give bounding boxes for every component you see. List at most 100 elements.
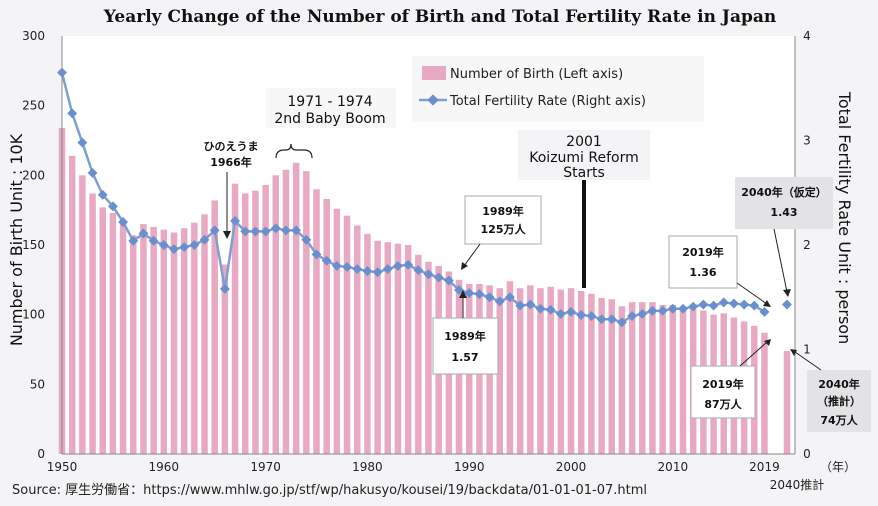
births-bar	[577, 290, 585, 454]
tfr-point	[586, 311, 597, 322]
tfr-point	[535, 303, 546, 314]
births-bar	[527, 285, 534, 454]
tfr-point	[311, 249, 322, 260]
left-tick-label: 150	[22, 238, 45, 252]
births-bar	[506, 281, 514, 454]
tfr-point	[474, 289, 485, 300]
annotation-tfr-1989: 1989年 1.57	[432, 290, 499, 375]
tfr-point	[321, 255, 332, 266]
tfr-2040-box	[735, 177, 833, 229]
left-axis-ticks: 0 50 100 150 200 250 300	[22, 29, 45, 461]
births-bar	[180, 228, 188, 454]
births-2040-arrowhead	[790, 349, 797, 356]
births-2040-pointer	[794, 351, 822, 371]
tfr-point	[67, 108, 78, 119]
births-bar	[557, 289, 565, 454]
annotation-births-1989: 1989年 125万人	[461, 195, 542, 270]
tfr-point	[270, 223, 281, 234]
koizumi-box	[518, 130, 650, 180]
annotation-hinoeuma: ひのえうま 1966年	[204, 140, 259, 239]
tfr-point	[739, 299, 750, 310]
tfr-series-line	[60, 72, 766, 324]
births-bar	[639, 302, 646, 454]
births-bar	[201, 214, 208, 454]
tfr-point	[179, 242, 190, 253]
births-bar	[374, 240, 381, 454]
tfr-1989-line-1: 1989年	[444, 329, 486, 343]
births-bar	[394, 243, 402, 454]
births-bar	[140, 224, 147, 454]
left-axis-title: Number of Birth Unit : 10K	[7, 133, 26, 346]
right-tick-label: 4	[803, 29, 811, 43]
tfr-2040-line-2: 1.43	[770, 206, 797, 219]
births-2019-line-1: 2019年	[702, 377, 744, 391]
legend-births-swatch	[422, 66, 446, 80]
tfr-point	[372, 267, 383, 278]
births-bar	[783, 350, 791, 454]
births-bar	[618, 306, 626, 454]
births-2019-pointer	[739, 341, 768, 367]
baby-boom-box	[266, 88, 396, 128]
births-bar	[272, 175, 280, 454]
births-bar	[537, 288, 544, 454]
births-bar	[221, 264, 229, 454]
tfr-point	[199, 234, 210, 245]
tfr-1989-arrowhead	[459, 290, 467, 298]
tfr-point	[301, 234, 312, 245]
births-bar	[679, 307, 687, 454]
births-bar	[292, 162, 300, 455]
right-tick-label: 1	[803, 343, 811, 357]
tfr-2019-arrowhead	[763, 300, 771, 307]
births-bar	[313, 189, 320, 454]
tfr-point	[423, 269, 434, 280]
births-bar	[353, 225, 361, 454]
births-bar	[496, 288, 504, 454]
births-2040-line-1: 2040年	[818, 377, 860, 391]
legend: Number of Birth (Left axis) Total Fertil…	[412, 56, 704, 122]
legend-births-label: Number of Birth (Left axis)	[450, 67, 623, 82]
tfr-point	[464, 288, 475, 299]
births-bar	[567, 288, 575, 454]
births-bar	[384, 242, 392, 454]
tfr-point	[148, 235, 159, 246]
tfr-point	[718, 297, 729, 308]
hinoeuma-arrowhead	[223, 231, 231, 239]
tfr-point	[87, 167, 98, 178]
births-bar	[364, 233, 371, 454]
tfr-point	[342, 261, 353, 272]
tfr-point	[606, 314, 617, 325]
tfr-1989-box	[432, 317, 499, 375]
tfr-point	[169, 244, 179, 255]
births-bar	[231, 183, 239, 454]
tfr-point	[260, 226, 271, 237]
chart-title: Yearly Change of the Number of Birth and…	[103, 7, 776, 27]
tfr-point	[515, 300, 526, 311]
births-bar	[333, 208, 341, 454]
tfr-point	[627, 311, 638, 322]
right-tick-label: 3	[803, 134, 811, 148]
x-tick-label-2040: 2040推計	[770, 477, 825, 492]
annotation-koizumi: 2001 Koizumi Reform Starts	[518, 130, 650, 288]
annotation-tfr-2040: 2040年（仮定） 1.43	[735, 177, 833, 297]
tfr-2040-line-1: 2040年（仮定）	[741, 185, 827, 199]
tfr-2019-line-2: 1.36	[689, 266, 716, 279]
annotation-tfr-2019: 2019年 1.36	[668, 235, 771, 307]
tfr-point	[525, 299, 536, 310]
births-bar	[211, 200, 218, 454]
births-bar	[628, 302, 636, 454]
births-bar	[415, 254, 422, 454]
tfr-point	[647, 305, 658, 316]
tfr-point	[484, 292, 495, 303]
tfr-line	[57, 67, 792, 328]
tfr-point	[240, 226, 251, 237]
tfr-point	[382, 264, 393, 274]
tfr-point	[189, 240, 200, 250]
left-tick-label: 200	[22, 168, 45, 182]
right-axis-ticks: 0 1 2 3 4	[803, 29, 811, 461]
tfr-point	[494, 296, 505, 307]
births-1989-line-1: 1989年	[482, 204, 524, 218]
tfr-point	[403, 259, 414, 270]
tfr-point	[555, 309, 566, 319]
births-bar	[343, 215, 351, 454]
